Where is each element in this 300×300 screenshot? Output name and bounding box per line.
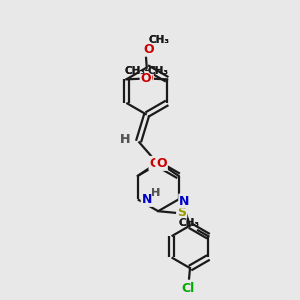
Text: O: O [143, 43, 154, 56]
Text: O: O [141, 72, 151, 85]
Text: S: S [177, 206, 186, 219]
Text: H: H [151, 188, 160, 198]
Text: O: O [142, 72, 153, 85]
Text: O: O [149, 157, 160, 170]
Text: S: S [177, 206, 186, 219]
Text: N: N [142, 193, 152, 206]
Text: H: H [120, 134, 130, 146]
Text: CH₃: CH₃ [148, 35, 169, 45]
Text: O: O [156, 157, 167, 170]
Text: O: O [142, 72, 153, 85]
Text: N: N [142, 193, 152, 206]
Text: CH₃: CH₃ [125, 67, 146, 76]
Text: CH₃: CH₃ [148, 67, 169, 76]
Text: O: O [143, 43, 154, 56]
Text: CH₃: CH₃ [178, 218, 199, 228]
Text: H: H [151, 188, 160, 198]
Text: N: N [179, 194, 190, 208]
Text: CH₃: CH₃ [148, 67, 169, 76]
Text: H: H [120, 134, 130, 146]
Text: O: O [156, 157, 167, 170]
Text: CH₃: CH₃ [178, 218, 199, 228]
Text: CH₃: CH₃ [125, 67, 146, 76]
Text: Cl: Cl [182, 282, 195, 295]
Text: Cl: Cl [182, 282, 195, 295]
Text: N: N [179, 194, 190, 208]
Text: CH₃: CH₃ [148, 35, 169, 45]
Text: O: O [141, 72, 151, 85]
Text: O: O [149, 157, 160, 170]
